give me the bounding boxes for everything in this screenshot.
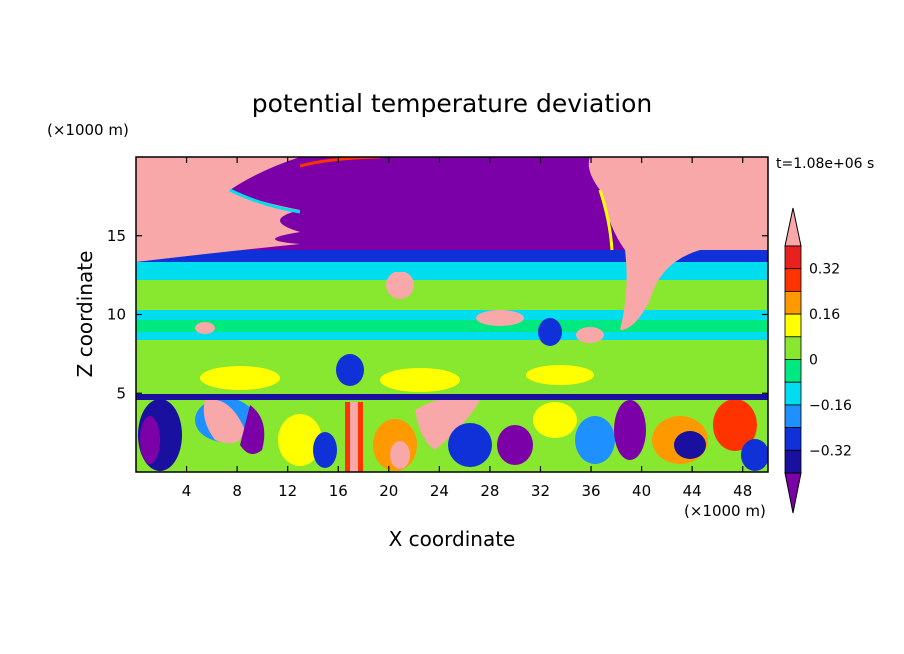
colorbar-segment bbox=[784, 290, 802, 315]
colorbar-segment bbox=[784, 245, 802, 270]
x-axis: 4 8 12 16 20 24 28 32 36 40 44 48 bbox=[182, 157, 752, 500]
x-tick-label: 16 bbox=[329, 482, 348, 500]
time-label: t=1.08e+06 s bbox=[776, 156, 874, 172]
x-tick-label: 20 bbox=[379, 482, 398, 500]
y-tick-label: 10 bbox=[107, 306, 126, 324]
lower-layer-features bbox=[136, 394, 768, 472]
x-tick-label: 8 bbox=[232, 482, 242, 500]
x-tick-label: 36 bbox=[581, 482, 600, 500]
colorbar-tick-label: −0.32 bbox=[809, 443, 852, 459]
colorbar-segment bbox=[784, 449, 802, 474]
colorbar-bottom-triangle bbox=[784, 472, 802, 514]
chart-title: potential temperature deviation bbox=[252, 89, 652, 118]
colorbar-segment bbox=[784, 313, 802, 338]
colorbar: 0.32 0.16 0 −0.16 −0.32 bbox=[784, 207, 852, 514]
y-unit-label: (×1000 m) bbox=[47, 121, 129, 139]
x-tick-label: 4 bbox=[182, 482, 192, 500]
colorbar-tick-label: 0 bbox=[809, 353, 818, 369]
colorbar-segment bbox=[784, 404, 802, 428]
colorbar-tick-label: 0.16 bbox=[809, 307, 840, 323]
mid-layer-features bbox=[136, 252, 768, 394]
y-axis: 5 10 15 bbox=[107, 227, 768, 402]
plot-area bbox=[136, 157, 768, 472]
upper-layer-features bbox=[136, 157, 768, 330]
colorbar-segment bbox=[784, 427, 802, 451]
x-tick-label: 32 bbox=[531, 482, 550, 500]
colorbar-tick-label: 0.32 bbox=[809, 262, 840, 278]
colorbar-segment bbox=[784, 268, 802, 292]
x-tick-label: 40 bbox=[632, 482, 651, 500]
x-tick-label: 44 bbox=[683, 482, 702, 500]
y-tick-label: 15 bbox=[107, 227, 126, 245]
colorbar-segment bbox=[784, 359, 802, 383]
x-tick-label: 24 bbox=[430, 482, 449, 500]
x-tick-label: 28 bbox=[480, 482, 499, 500]
colorbar-segment bbox=[784, 381, 802, 406]
y-tick-label: 5 bbox=[116, 384, 126, 402]
x-unit-label: (×1000 m) bbox=[684, 502, 766, 520]
colorbar-top-triangle bbox=[784, 207, 802, 247]
colorbar-segment bbox=[784, 336, 802, 360]
y-axis-label: Z coordinate bbox=[73, 251, 97, 378]
x-tick-label: 12 bbox=[278, 482, 297, 500]
colorbar-tick-label: −0.16 bbox=[809, 398, 852, 414]
x-tick-label: 48 bbox=[733, 482, 752, 500]
x-axis-label: X coordinate bbox=[389, 527, 516, 551]
